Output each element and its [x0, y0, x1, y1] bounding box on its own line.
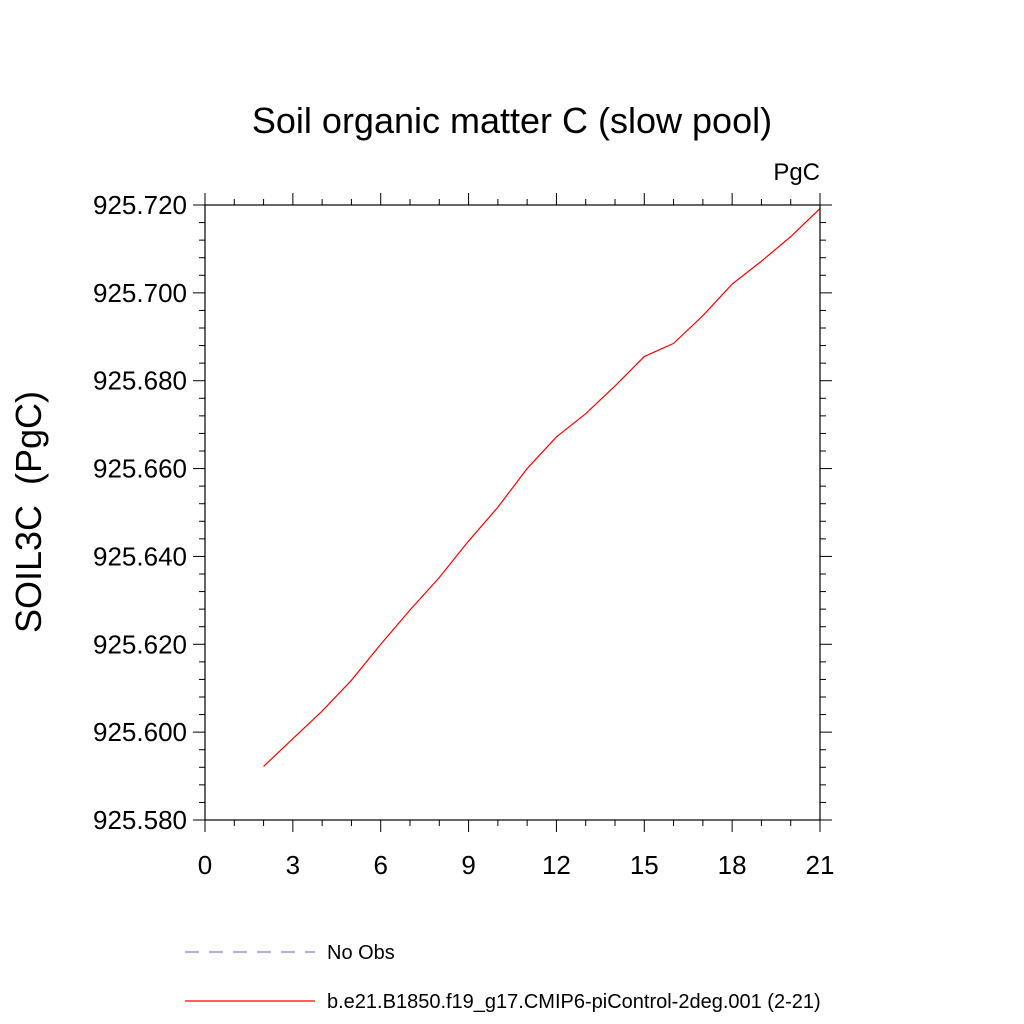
- y-tick-label: 925.700: [93, 278, 187, 308]
- x-tick-label: 18: [718, 850, 747, 880]
- y-axis-label: SOIL3C (PgC): [8, 391, 49, 633]
- series-line-1: [263, 208, 821, 767]
- x-tick-label: 6: [373, 850, 387, 880]
- y-tick-label: 925.660: [93, 454, 187, 484]
- y-tick-label: 925.620: [93, 629, 187, 659]
- y-tick-label: 925.640: [93, 541, 187, 571]
- x-tick-label: 21: [806, 850, 835, 880]
- x-tick-label: 12: [542, 850, 571, 880]
- x-tick-label: 15: [630, 850, 659, 880]
- y-tick-label: 925.580: [93, 805, 187, 835]
- units-label: PgC: [773, 159, 820, 186]
- series-lines: [263, 208, 821, 767]
- y-tick-label: 925.600: [93, 717, 187, 747]
- x-tick-label: 9: [461, 850, 475, 880]
- x-tick-label: 3: [286, 850, 300, 880]
- legend: No Obs b.e21.B1850.f19_g17.CMIP6-piContro…: [185, 942, 821, 1013]
- axis-ticks: 0 3 6 9 12 15 18 21 925.580 925.600 925.620 925.640…: [93, 190, 834, 880]
- y-tick-label: 925.680: [93, 366, 187, 396]
- legend-label-0: No Obs: [327, 942, 395, 964]
- y-tick-label: 925.720: [93, 190, 187, 220]
- x-tick-label: 0: [198, 850, 212, 880]
- plot-frame: [204, 204, 821, 821]
- legend-label-1: b.e21.B1850.f19_g17.CMIP6-piControl-2deg…: [327, 991, 821, 1013]
- chart-title: Soil organic matter C (slow pool): [252, 100, 772, 141]
